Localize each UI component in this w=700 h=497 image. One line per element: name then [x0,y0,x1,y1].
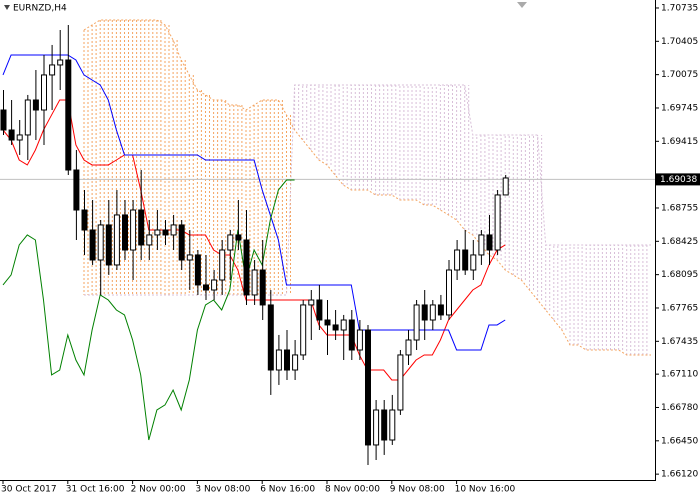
x-tick-label: 10 Nov 16:00 [455,485,516,495]
candle-body [429,304,436,321]
candle-body [227,234,234,251]
candle-body [203,284,209,291]
current-price-box [656,173,700,186]
candle-body [348,319,355,351]
candle-body [194,254,201,286]
y-tick-label: 1.68095 [661,270,698,280]
x-tick-label: 8 Nov 00:00 [325,485,380,495]
candle-body [365,329,371,446]
candle-body [332,324,339,331]
candle-body [251,269,258,296]
candle-body [300,304,307,356]
candle-body [292,354,299,371]
candle-body [259,269,266,306]
candle-body [494,194,501,251]
candle-body [130,209,137,251]
candle-body [24,99,31,136]
y-tick-label: 1.70735 [661,3,698,13]
candle-body [356,329,363,351]
x-tick-label: 9 Nov 08:00 [390,485,445,495]
candle-body [49,64,56,76]
candle-body [57,59,64,66]
y-tick-label: 1.66780 [661,403,698,413]
y-tick-label: 1.66450 [661,436,698,446]
candle-body [413,304,420,341]
y-tick-label: 1.67435 [661,337,698,347]
y-tick-label: 1.67765 [661,303,698,313]
y-tick-label: 1.67110 [661,370,698,380]
candle-body [324,319,331,326]
chart-title: EURNZD,H4 [13,4,67,14]
x-tick-label: 30 Oct 2017 [1,485,57,495]
candle-body [113,214,120,266]
candle-body [389,409,396,441]
candle-body [162,229,169,236]
candle-body [316,299,323,321]
y-tick-label: 1.68425 [661,237,698,247]
x-tick-label: 3 Nov 08:00 [195,485,250,495]
candle-body [105,224,112,266]
candle-body [138,209,145,246]
candle-body [154,229,161,236]
candle-body [243,239,250,296]
candle-body [211,279,218,291]
x-tick-label: 6 Nov 16:00 [260,485,315,495]
candle-body [340,319,347,331]
candle-body [486,234,493,251]
y-tick-label: 1.66120 [661,470,698,480]
candle-body [373,409,380,446]
y-tick-label: 1.68755 [661,203,698,213]
candle-body [470,254,477,271]
candle-body [437,304,444,316]
candle-body [146,234,153,246]
candle-body [32,99,39,111]
candle-body [267,304,274,371]
candle-body [275,349,282,371]
candle-body [462,249,469,271]
symbol-icon [4,5,10,10]
candle-body [8,129,15,141]
shift-marker [517,2,527,8]
candle-body [397,354,404,411]
y-tick-label: 1.69415 [661,137,698,147]
candle-body [446,269,452,316]
y-tick-label: 1.70405 [661,37,698,47]
x-tick-label: 31 Oct 16:00 [66,485,125,495]
candle-body [502,177,509,196]
candle-body [89,229,96,261]
candle-body [284,349,290,371]
candle-body [122,214,128,251]
candle-body [381,409,388,441]
candle-body [0,109,7,131]
y-tick-label: 1.70075 [661,70,698,80]
candle-body [454,249,461,271]
candle-body [478,234,485,256]
candle-body [308,299,315,306]
current-price-label: 1.69038 [660,175,697,185]
candle-body [65,59,72,171]
candle-body [81,209,88,231]
candle-body [421,304,428,321]
x-tick-label: 2 Nov 00:00 [131,485,186,495]
span-b-line [84,84,651,296]
candle-body [178,224,185,261]
candle-body [405,339,412,356]
candle-body [16,134,23,141]
span-a-line [83,19,651,356]
candle-body [219,249,226,281]
candle-body [41,74,47,111]
candle-body [170,224,177,236]
indicator-line [2,54,506,351]
candle-body [235,234,242,241]
candle-body [73,169,80,211]
candle-body [97,224,104,261]
candle-body [186,254,193,261]
y-tick-label: 1.69745 [661,103,698,113]
